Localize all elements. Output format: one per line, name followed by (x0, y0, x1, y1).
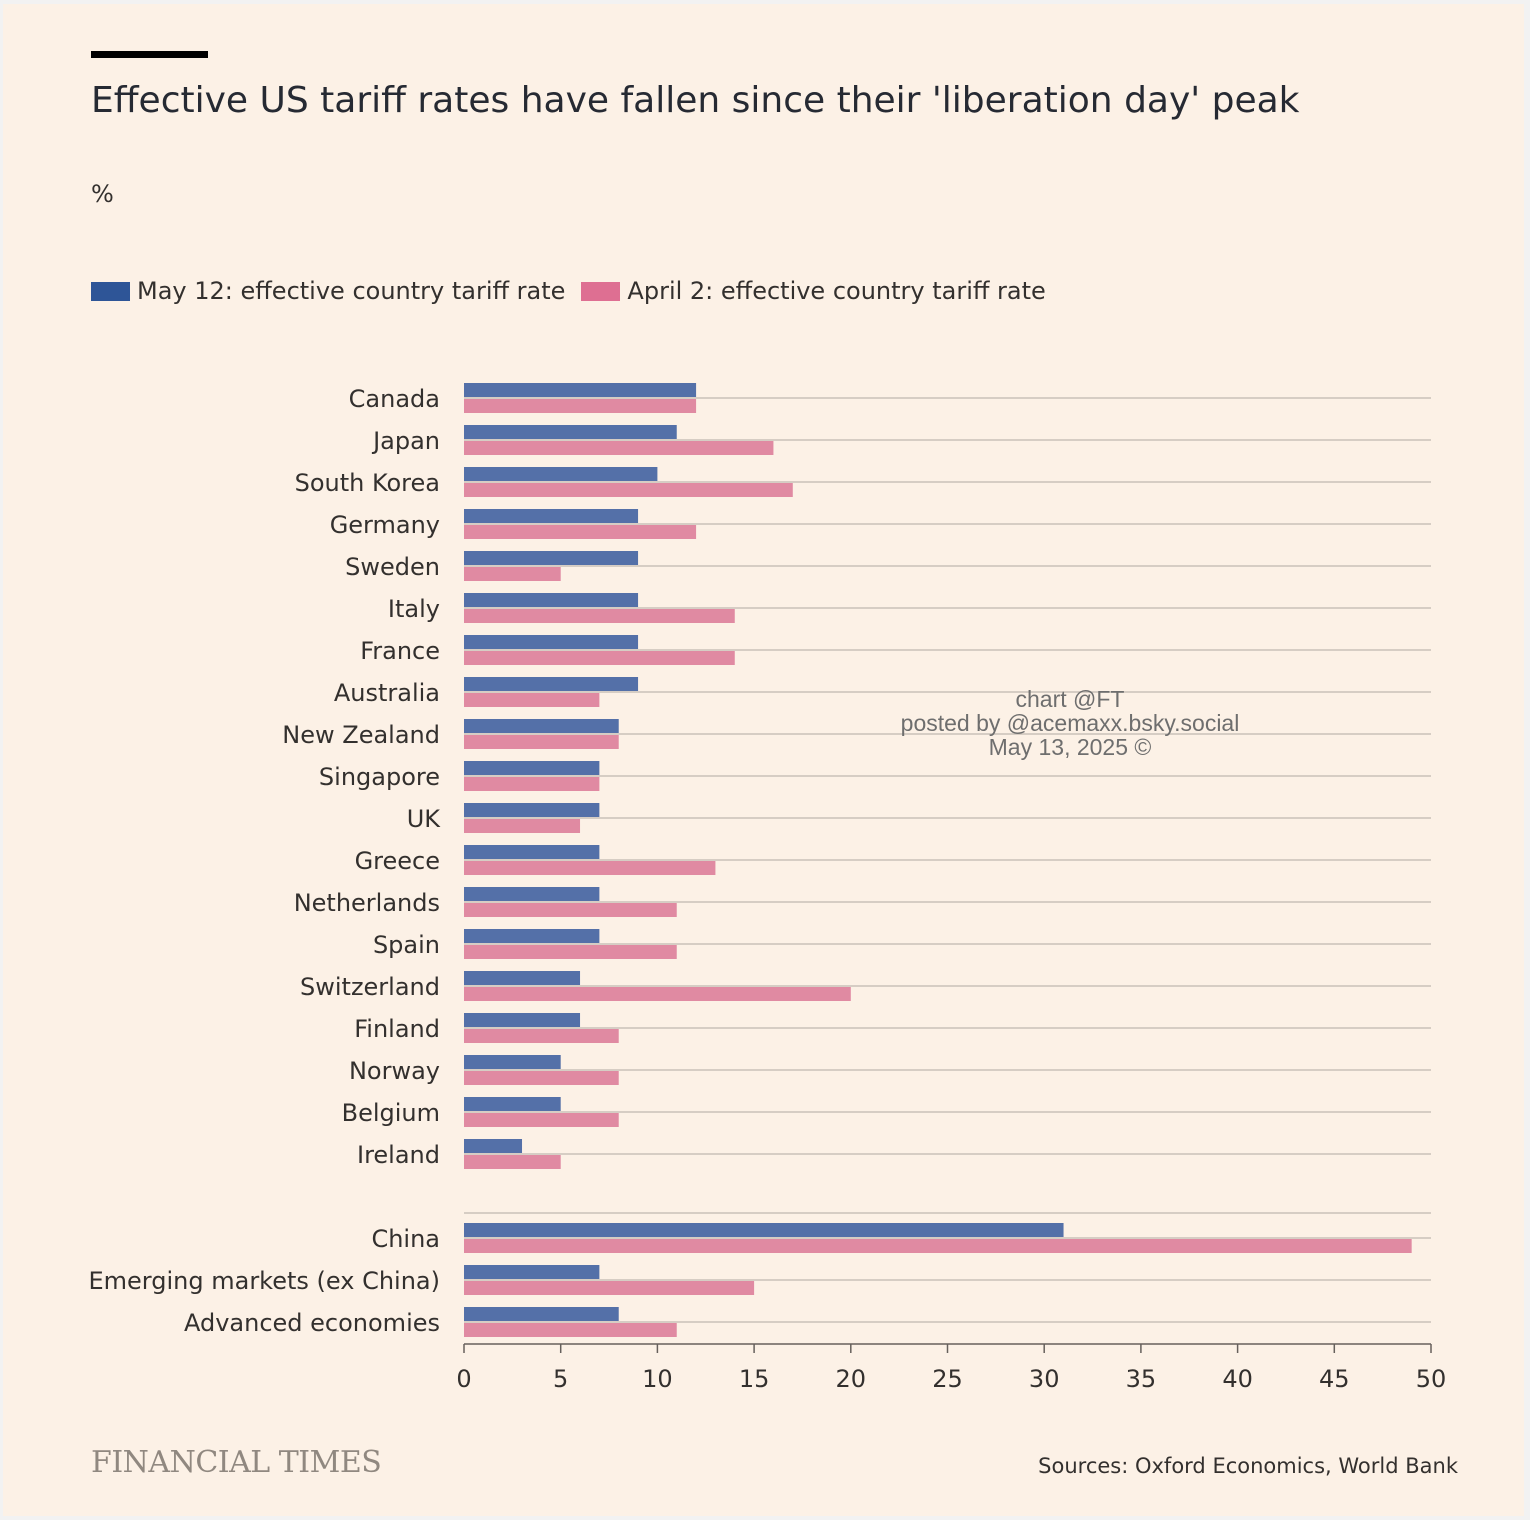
x-tick-label-50: 50 (1416, 1365, 1447, 1393)
bar-may12-japan (464, 425, 677, 439)
bar-may12-greece (464, 845, 600, 859)
bar-may12-italy (464, 593, 639, 607)
x-tick-label-5: 5 (553, 1365, 568, 1393)
legend-label-april2: April 2: effective country tariff rate (627, 277, 1046, 305)
category-label-australia: Australia (334, 679, 440, 707)
x-tick-label-15: 15 (739, 1365, 770, 1393)
category-label-sweden: Sweden (345, 553, 440, 581)
legend-item-may12: May 12: effective country tariff rate (91, 277, 565, 305)
bar-april2-canada (464, 399, 697, 413)
bar-april2-finland (464, 1029, 619, 1043)
bar-april2-china (464, 1239, 1412, 1253)
category-label-canada: Canada (349, 385, 440, 413)
category-label-advanced-economies: Advanced economies (184, 1309, 440, 1337)
bar-april2-belgium (464, 1113, 619, 1127)
bar-april2-advanced-economies (464, 1323, 677, 1337)
bar-may12-emerging-markets-ex-china (464, 1265, 600, 1279)
category-label-spain: Spain (373, 931, 440, 959)
category-label-new-zealand: New Zealand (282, 721, 440, 749)
category-label-singapore: Singapore (319, 763, 440, 791)
bar-may12-ireland (464, 1139, 523, 1153)
bar-april2-switzerland (464, 987, 851, 1001)
chart-card (3, 4, 1524, 1516)
category-label-emerging-markets-ex-china: Emerging markets (ex China) (89, 1267, 441, 1295)
title-rule (91, 51, 208, 58)
category-label-switzerland: Switzerland (300, 973, 440, 1001)
category-label-south-korea: South Korea (295, 469, 440, 497)
bar-april2-greece (464, 861, 716, 875)
legend-swatch-may12 (91, 281, 130, 301)
chart-title: Effective US tariff rates have fallen si… (91, 80, 1300, 121)
category-label-france: France (360, 637, 440, 665)
bar-april2-south-korea (464, 483, 793, 497)
category-label-ireland: Ireland (357, 1141, 440, 1169)
x-tick-label-20: 20 (836, 1365, 867, 1393)
legend-item-april2: April 2: effective country tariff rate (581, 277, 1046, 305)
category-label-norway: Norway (349, 1057, 440, 1085)
x-tick-label-25: 25 (932, 1365, 963, 1393)
bar-may12-canada (464, 383, 697, 397)
bar-april2-australia (464, 693, 600, 707)
bar-april2-spain (464, 945, 677, 959)
category-label-china: China (371, 1225, 440, 1253)
bar-april2-uk (464, 819, 581, 833)
watermark-line-3: May 13, 2025 © (988, 734, 1152, 760)
x-tick-label-10: 10 (642, 1365, 673, 1393)
bar-april2-ireland (464, 1155, 561, 1169)
watermark: chart @FT posted by @acemaxx.bsky.social… (890, 687, 1250, 759)
category-label-italy: Italy (388, 595, 440, 623)
bar-may12-finland (464, 1013, 581, 1027)
x-tick-label-0: 0 (456, 1365, 471, 1393)
bar-april2-emerging-markets-ex-china (464, 1281, 755, 1295)
source-note: Sources: Oxford Economics, World Bank (1038, 1454, 1458, 1478)
bar-may12-belgium (464, 1097, 561, 1111)
bar-april2-france (464, 651, 735, 665)
bar-april2-norway (464, 1071, 619, 1085)
category-label-uk: UK (407, 805, 442, 833)
x-tick-label-45: 45 (1319, 1365, 1350, 1393)
x-tick-label-35: 35 (1126, 1365, 1157, 1393)
bar-may12-switzerland (464, 971, 581, 985)
category-label-greece: Greece (355, 847, 440, 875)
bar-may12-norway (464, 1055, 561, 1069)
bar-april2-germany (464, 525, 697, 539)
x-tick-label-40: 40 (1222, 1365, 1253, 1393)
bar-april2-netherlands (464, 903, 677, 917)
bar-april2-new-zealand (464, 735, 619, 749)
unit-label: % (91, 180, 114, 208)
bar-april2-singapore (464, 777, 600, 791)
bar-may12-france (464, 635, 639, 649)
legend-label-may12: May 12: effective country tariff rate (137, 277, 566, 305)
x-tick-label-30: 30 (1029, 1365, 1060, 1393)
category-label-japan: Japan (371, 427, 440, 455)
bar-may12-china (464, 1223, 1064, 1237)
bar-april2-japan (464, 441, 774, 455)
bar-may12-sweden (464, 551, 639, 565)
bar-april2-sweden (464, 567, 561, 581)
category-label-belgium: Belgium (342, 1099, 440, 1127)
bar-may12-singapore (464, 761, 600, 775)
bar-april2-italy (464, 609, 735, 623)
bar-may12-new-zealand (464, 719, 619, 733)
bar-may12-advanced-economies (464, 1307, 619, 1321)
bar-may12-netherlands (464, 887, 600, 901)
legend-swatch-april2 (581, 281, 621, 301)
financial-times-logo: FINANCIAL TIMES (91, 1445, 382, 1480)
category-label-germany: Germany (330, 511, 440, 539)
watermark-line-2: posted by @acemaxx.bsky.social (900, 710, 1240, 736)
bar-may12-australia (464, 677, 639, 691)
bar-may12-spain (464, 929, 600, 943)
bar-may12-south-korea (464, 467, 658, 481)
legend: May 12: effective country tariff rate Ap… (91, 274, 1062, 308)
category-label-finland: Finland (354, 1015, 440, 1043)
category-label-netherlands: Netherlands (294, 889, 440, 917)
bar-may12-germany (464, 509, 639, 523)
bar-may12-uk (464, 803, 600, 817)
watermark-line-1: chart @FT (1015, 686, 1125, 712)
